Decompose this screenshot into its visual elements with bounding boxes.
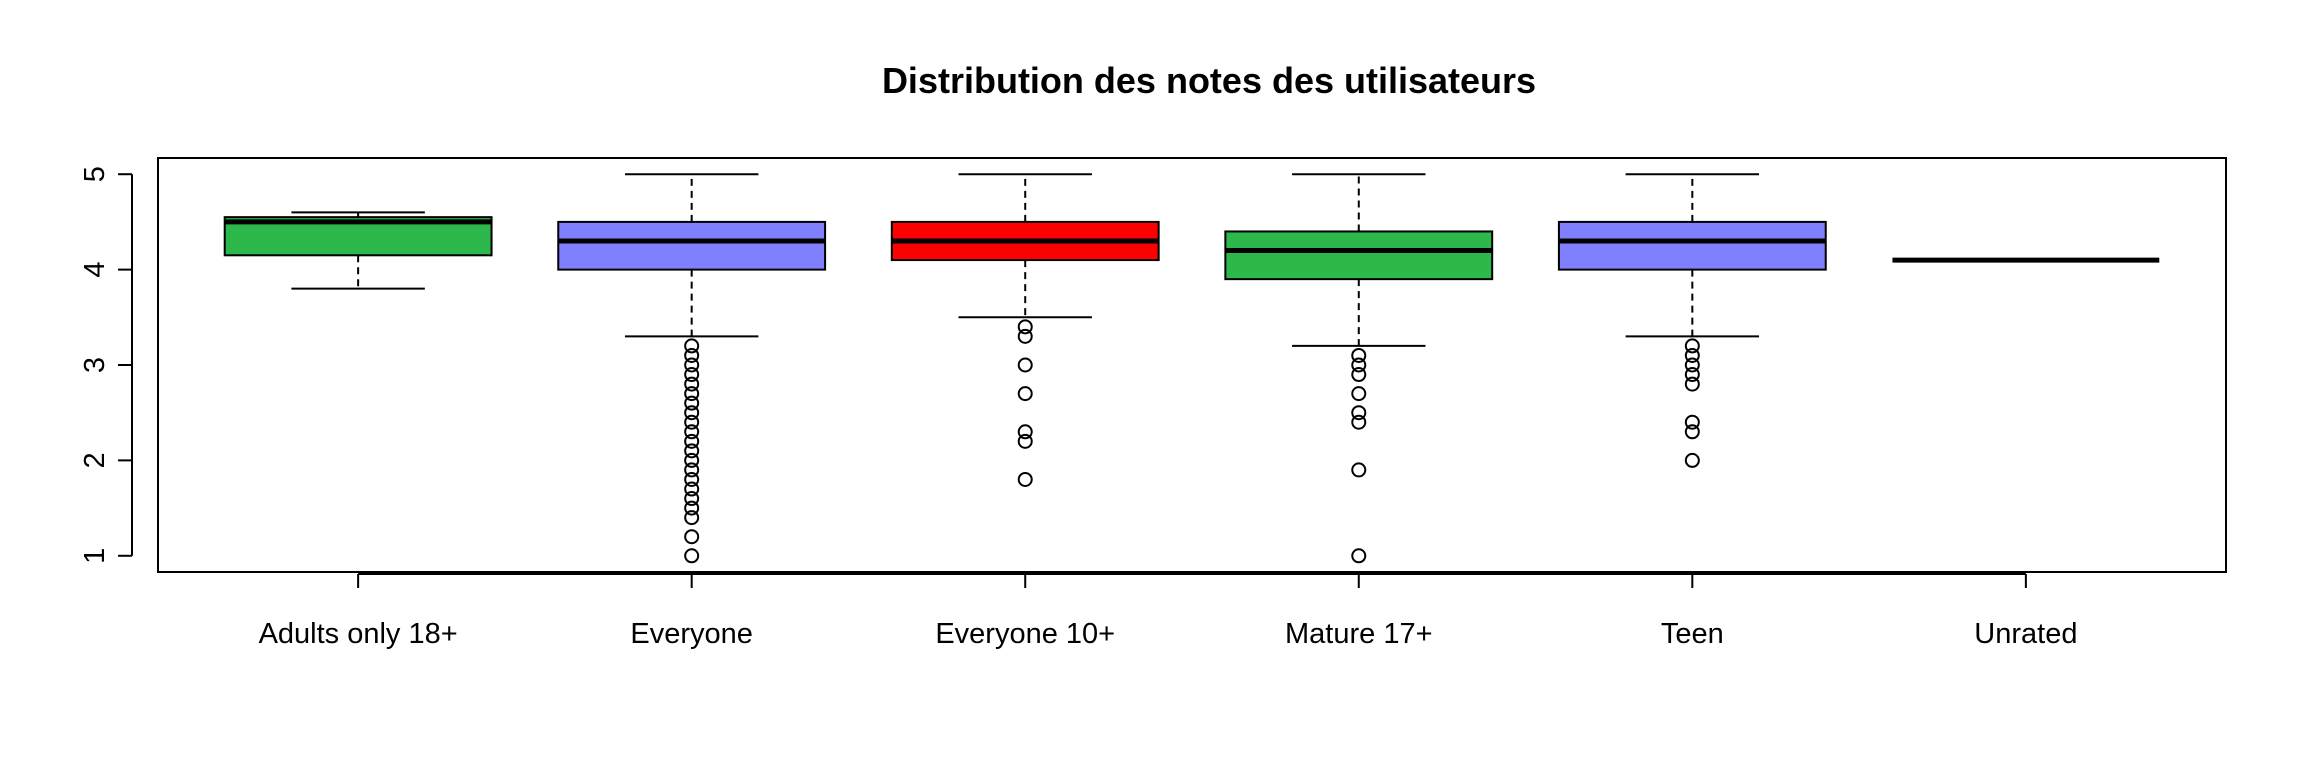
outlier-point (1351, 347, 1367, 363)
outlier-point (1684, 414, 1700, 430)
outlier-point (684, 424, 700, 440)
outlier-point (684, 376, 700, 392)
outlier-point (1684, 347, 1700, 363)
outlier-point (684, 357, 700, 373)
outlier-point (684, 462, 700, 478)
box-iqr (1557, 220, 1827, 271)
x-tick-label: Unrated (1974, 618, 2077, 650)
outlier-point (684, 443, 700, 459)
x-tick-label: Mature 17+ (1285, 618, 1433, 650)
outlier-point (684, 338, 700, 354)
outlier-point (1351, 462, 1367, 478)
outlier-point (1017, 319, 1033, 335)
outlier-point (1351, 367, 1367, 383)
y-tick-label: 1 (79, 548, 111, 564)
outlier-point (684, 395, 700, 411)
outlier-point (684, 386, 700, 402)
x-tick-label: Adults only 18+ (259, 618, 458, 650)
box-iqr (557, 220, 827, 271)
y-tick-label: 2 (79, 452, 111, 468)
outlier-point (1351, 405, 1367, 421)
outlier-point (684, 367, 700, 383)
outlier-point (684, 452, 700, 468)
outlier-point (684, 405, 700, 421)
box-group (1557, 173, 1827, 468)
outlier-point (1017, 357, 1033, 373)
outlier-point (1351, 357, 1367, 373)
outlier-point (1684, 452, 1700, 468)
outlier-point (1351, 548, 1367, 564)
outlier-point (684, 491, 700, 507)
y-tick-label: 3 (79, 357, 111, 373)
outlier-point (684, 347, 700, 363)
y-tick-label: 5 (79, 166, 111, 182)
outlier-point (684, 510, 700, 526)
outlier-point (684, 414, 700, 430)
box-group (890, 173, 1160, 487)
x-tick-label: Everyone 10+ (935, 618, 1115, 650)
outlier-point (1351, 414, 1367, 430)
outlier-point (1684, 357, 1700, 373)
outlier-point (684, 481, 700, 497)
y-axis: 1 2 3 4 5 (79, 166, 133, 564)
outlier-point (684, 548, 700, 564)
outlier-point (684, 433, 700, 449)
outlier-point (1684, 376, 1700, 392)
plot-frame (157, 157, 2227, 573)
boxes-layer (223, 173, 2160, 564)
outlier-point (1684, 424, 1700, 440)
box-group (1224, 173, 1494, 564)
y-tick-label: 4 (79, 262, 111, 278)
outlier-point (1017, 424, 1033, 440)
chart-title: Distribution des notes des utilisateurs (882, 60, 1536, 101)
x-tick-label: Teen (1661, 618, 1724, 650)
outlier-point (1351, 386, 1367, 402)
box-group (557, 173, 827, 564)
outlier-point (684, 529, 700, 545)
outlier-point (684, 500, 700, 516)
outlier-point (1684, 338, 1700, 354)
outlier-point (684, 471, 700, 487)
outlier-point (1017, 433, 1033, 449)
x-axis: Adults only 18+ Everyone Everyone 10+ Matur… (259, 573, 2077, 650)
outlier-point (1017, 328, 1033, 344)
box-iqr (1224, 230, 1494, 281)
x-tick-label: Everyone (630, 618, 753, 650)
outlier-point (1017, 471, 1033, 487)
outlier-point (1017, 386, 1033, 402)
outlier-point (1684, 367, 1700, 383)
box-group (223, 211, 493, 290)
